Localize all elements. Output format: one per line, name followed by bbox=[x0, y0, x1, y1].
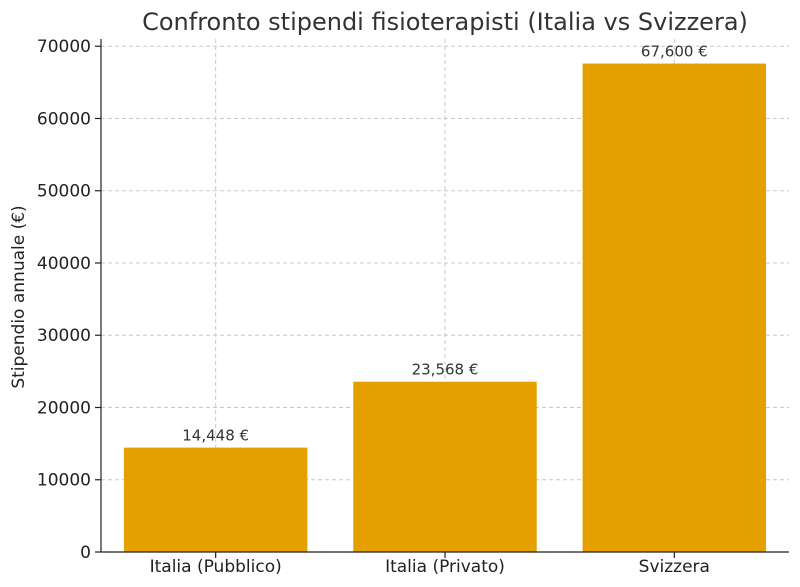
bar bbox=[353, 381, 537, 552]
y-tick-label: 30000 bbox=[37, 326, 91, 346]
bar-value-label: 14,448 € bbox=[182, 427, 249, 445]
y-tick-label: 0 bbox=[80, 543, 91, 563]
bar bbox=[582, 63, 767, 553]
x-tick-label: Italia (Privato) bbox=[385, 557, 505, 577]
bar bbox=[123, 447, 308, 552]
chart-title: Confronto stipendi fisioterapisti (Itali… bbox=[142, 8, 748, 36]
y-tick-label: 50000 bbox=[37, 182, 91, 202]
bar-layer: 14,448 € 23,568 € 67,600 € bbox=[123, 43, 767, 553]
bar-value-label: 67,600 € bbox=[641, 43, 708, 61]
y-tick-label: 70000 bbox=[37, 37, 91, 57]
y-tick-label: 40000 bbox=[37, 254, 91, 274]
y-tick-label: 20000 bbox=[37, 398, 91, 418]
y-tick-label: 60000 bbox=[37, 109, 91, 129]
bar-value-label: 23,568 € bbox=[412, 361, 479, 379]
axis-layer: 0 10000 20000 30000 40000 50000 60000 70000 Ital… bbox=[37, 37, 789, 577]
x-tick-label: Italia (Pubblico) bbox=[150, 557, 282, 577]
y-axis-label: Stipendio annuale (€) bbox=[9, 205, 29, 388]
y-tick-label: 10000 bbox=[37, 471, 91, 491]
x-tick-label: Svizzera bbox=[639, 557, 710, 577]
